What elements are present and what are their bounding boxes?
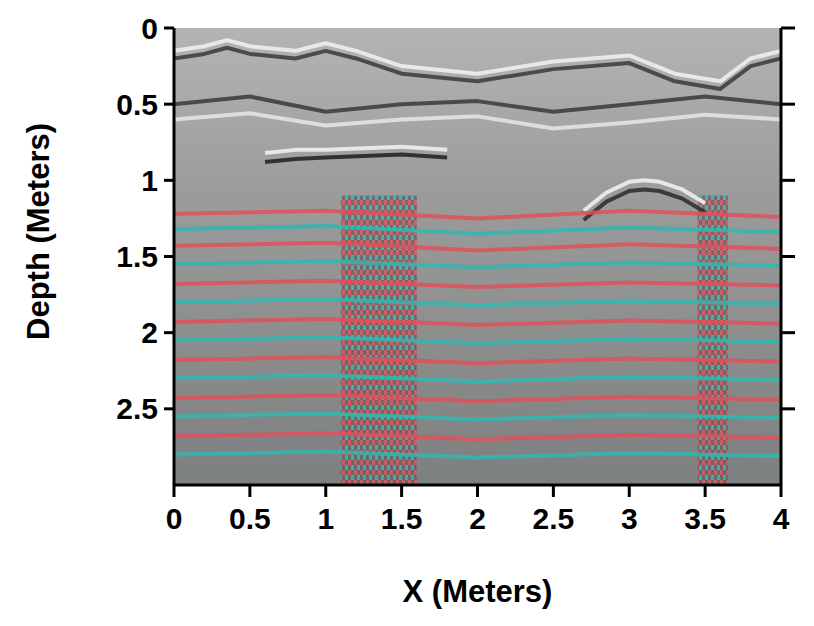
x-tick: [704, 485, 707, 497]
chart: 0 0.5 1 1.5 2 2.5 3 3.5 4 0 0.5 1 1.5 2 2.5 X (Meters) D…: [0, 0, 814, 626]
reflector: [265, 154, 447, 162]
reflector: [174, 113, 781, 128]
y-tick-right: [781, 179, 795, 182]
x-tick: [324, 485, 327, 497]
x-tick: [552, 485, 555, 497]
reflector: [174, 395, 781, 401]
x-tick-label: 0.5: [229, 502, 271, 535]
y-tick-right: [781, 331, 795, 334]
y-tick: [164, 27, 174, 30]
y-tick-right: [781, 407, 795, 410]
reflector: [174, 337, 781, 343]
x-tick: [476, 485, 479, 497]
reflector: [174, 375, 781, 381]
reflector: [174, 451, 781, 457]
y-tick-right: [781, 103, 795, 106]
x-tick-label: 0: [166, 502, 183, 535]
y-tick: [164, 103, 174, 106]
plot-background: [174, 28, 781, 485]
reflector: [174, 261, 781, 267]
reflector: [174, 357, 781, 363]
reflector: [584, 189, 705, 219]
x-tick: [400, 485, 403, 497]
reflector: [265, 147, 447, 153]
x-tick: [173, 485, 176, 497]
y-tick: [164, 255, 174, 258]
reflector: [174, 319, 781, 325]
x-tick-label: 2.5: [533, 502, 575, 535]
reflector: [174, 48, 781, 89]
y-tick-label: 2.5: [116, 392, 158, 425]
y-tick-right: [781, 27, 795, 30]
reflector: [174, 433, 781, 439]
y-tick-label: 1: [141, 164, 158, 197]
x-tick-label: 3: [621, 502, 638, 535]
y-tick-label: 1.5: [116, 240, 158, 273]
x-axis-title: X (Meters): [403, 574, 553, 609]
reflector: [174, 281, 781, 287]
y-tick-label: 0.5: [116, 88, 158, 121]
reflector: [174, 40, 781, 81]
x-tick: [248, 485, 251, 497]
y-tick: [164, 407, 174, 410]
y-tick-label: 0: [141, 12, 158, 45]
reflector: [174, 413, 781, 419]
plot-area: [174, 40, 781, 485]
y-tick: [164, 331, 174, 334]
reflector: [174, 299, 781, 305]
x-tick: [780, 485, 783, 497]
y-axis-title: Depth (Meters): [21, 123, 56, 340]
reflector: [174, 226, 781, 234]
reflector: [174, 211, 781, 219]
x-tick-label: 4: [773, 502, 790, 535]
y-tick-right: [781, 255, 795, 258]
x-tick-label: 3.5: [684, 502, 726, 535]
x-tick-label: 1.5: [381, 502, 423, 535]
y-tick-label: 2: [141, 316, 158, 349]
x-tick-label: 2: [469, 502, 486, 535]
reflector: [174, 97, 781, 112]
x-tick: [628, 485, 631, 497]
x-tick-label: 1: [317, 502, 334, 535]
reflector: [174, 243, 781, 251]
y-tick: [164, 179, 174, 182]
